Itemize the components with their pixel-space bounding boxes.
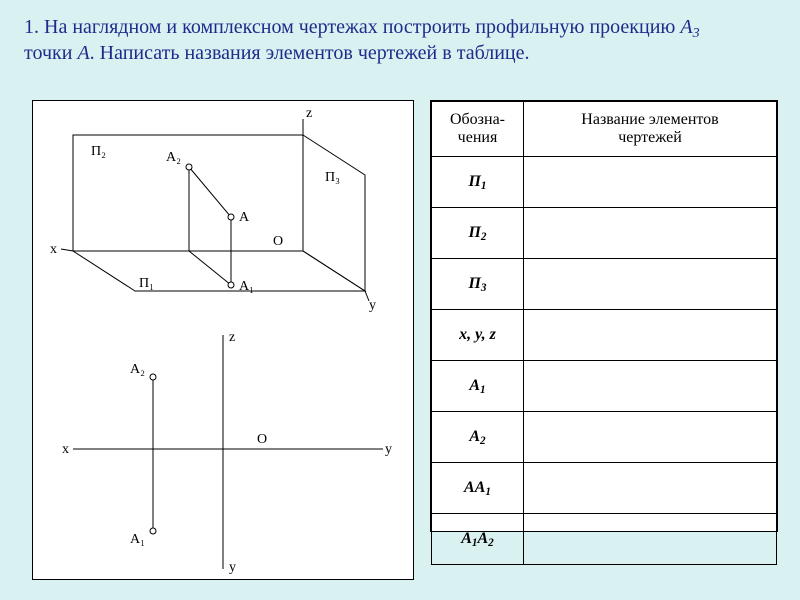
row-value[interactable]: [524, 514, 777, 565]
svg-text:П₃: П₃: [325, 170, 340, 185]
row-key: AA1: [432, 463, 524, 514]
svg-text:A₂: A₂: [166, 150, 181, 165]
svg-text:y: y: [369, 298, 376, 313]
table-row: П2: [432, 208, 777, 259]
row-value[interactable]: [524, 412, 777, 463]
svg-text:A₁: A₁: [239, 279, 254, 294]
svg-text:П₁: П₁: [139, 276, 154, 291]
row-value[interactable]: [524, 463, 777, 514]
table-row: x, y, z: [432, 310, 777, 361]
table-row: A2: [432, 412, 777, 463]
table-row: AA1: [432, 463, 777, 514]
svg-text:x: x: [50, 242, 57, 257]
row-key: П3: [432, 259, 524, 310]
col-header-right: Название элементовчертежей: [524, 102, 777, 157]
svg-text:x: x: [62, 442, 69, 457]
table-row: П3: [432, 259, 777, 310]
row-key: П2: [432, 208, 524, 259]
table-row: A1A2: [432, 514, 777, 565]
row-key: A1A2: [432, 514, 524, 565]
drawing-panel: z x y O П₂ П₃ П₁ A A₁ A₂ z y x y O A₂ A₁: [32, 100, 414, 580]
svg-text:z: z: [306, 106, 312, 121]
row-value[interactable]: [524, 259, 777, 310]
task-title: 1. На наглядном и комплексном чертежах п…: [24, 14, 780, 66]
svg-text:z: z: [229, 330, 235, 345]
svg-text:A: A: [239, 210, 250, 225]
table-row: П1: [432, 157, 777, 208]
svg-text:П₂: П₂: [91, 144, 106, 159]
row-value[interactable]: [524, 361, 777, 412]
elements-table: Обозна-чения Название элементовчертежей …: [430, 100, 778, 532]
row-value[interactable]: [524, 157, 777, 208]
svg-text:A₁: A₁: [130, 532, 145, 547]
svg-text:O: O: [257, 432, 267, 447]
table-row: A1: [432, 361, 777, 412]
row-key: A1: [432, 361, 524, 412]
svg-text:y: y: [385, 442, 392, 457]
row-key: A2: [432, 412, 524, 463]
row-key: x, y, z: [432, 310, 524, 361]
drawing-svg: z x y O П₂ П₃ П₁ A A₁ A₂ z y x y O A₂ A₁: [33, 101, 413, 579]
svg-text:O: O: [273, 234, 283, 249]
col-header-left: Обозна-чения: [432, 102, 524, 157]
svg-text:A₂: A₂: [130, 362, 145, 377]
row-value[interactable]: [524, 208, 777, 259]
row-key: П1: [432, 157, 524, 208]
svg-text:y: y: [229, 560, 236, 575]
row-value[interactable]: [524, 310, 777, 361]
